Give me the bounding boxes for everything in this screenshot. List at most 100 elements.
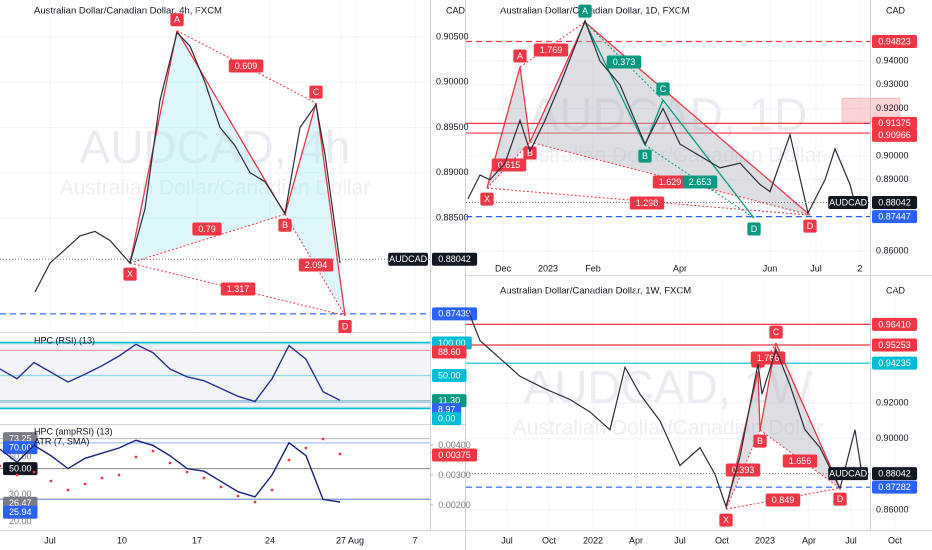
last-price-label-bg: [432, 252, 478, 266]
pattern-point-label-bg: [638, 149, 652, 163]
atr-dot: [202, 476, 206, 480]
symbol-label: AUDCAD: [829, 197, 868, 207]
price-line: [467, 310, 863, 509]
pattern-point-label-bg: [338, 320, 352, 334]
atr-dot: [83, 482, 87, 486]
pattern-point-label-bg: [523, 146, 537, 160]
price-line: [34, 31, 341, 293]
zone: [841, 97, 901, 123]
y-tick-label: 8.97: [438, 405, 456, 415]
atr-dot: [270, 488, 274, 492]
last-price-label: 0.88042: [878, 197, 911, 207]
x-tick-label: Oct: [888, 535, 903, 545]
chart-title: Australian Dollar/Canadian Dollar, 4h, F…: [34, 6, 222, 17]
x-tick-label: Oct: [542, 535, 557, 545]
pattern-leg: [757, 371, 761, 431]
level-label: 0.87282: [878, 482, 911, 492]
symbol-label: AUDCAD: [829, 468, 868, 478]
y-tick-label: 0.89000: [436, 167, 469, 177]
level-label-bg: [872, 128, 918, 142]
pattern-point-label: C: [773, 327, 780, 337]
ratio-label-bg: [298, 258, 334, 272]
indicator-line: [0, 343, 341, 403]
atr-dot: [66, 488, 70, 492]
y-tick-label: 0.86000: [876, 504, 909, 514]
atr-dot: [0, 464, 2, 468]
ratio-label: 0.615: [498, 160, 521, 170]
pattern-ratio-line: [129, 213, 286, 264]
pattern-point-label-bg: [769, 325, 783, 339]
pattern-point-label: B: [757, 436, 763, 446]
ratio-label: 0.373: [613, 57, 636, 67]
y-tick-label: 0.86000: [876, 245, 909, 255]
atr-dot: [15, 473, 19, 477]
currency: CAD: [886, 5, 906, 15]
ratio-label-bg: [220, 282, 256, 296]
level-label: 0.94823: [878, 36, 911, 46]
atr-dot: [117, 473, 121, 477]
watermark-sub: Australian Dollar/Canadian Dollar: [60, 177, 371, 200]
band-fill: [0, 343, 430, 408]
chart-title: Australian Dollar/Canadian Dollar, 1W, F…: [500, 286, 691, 297]
pattern-ratio-line: [129, 262, 346, 317]
ratio-label-bg: [765, 493, 801, 507]
y-tick-label: 11.30: [438, 396, 460, 406]
pattern-fill: [130, 30, 285, 264]
atr-dot: [338, 452, 342, 456]
y-tick-label: 0.93000: [876, 79, 909, 89]
level-label: 0.95253: [878, 340, 911, 350]
pattern-point-label-bg: [578, 4, 592, 18]
x-tick-label: Apr: [673, 263, 687, 273]
atr-dot: [49, 479, 53, 483]
y-tick-label-bg: [432, 412, 462, 426]
x-tick-label: 2022: [583, 535, 603, 545]
pattern-fill: [530, 22, 810, 216]
pattern-point-label-bg: [656, 82, 670, 96]
pattern-point-label: C: [660, 84, 667, 94]
y-tick-label-bg: [3, 462, 38, 476]
legend-entry: ATR (7, SMA): [34, 436, 89, 446]
pattern-point-label: X: [484, 194, 490, 204]
x-tick-label: 27: [336, 535, 346, 545]
y-tick-label: 26.47: [9, 498, 32, 508]
last-price-label: 0.88042: [438, 254, 471, 264]
pattern-point-label-bg: [309, 85, 323, 99]
pattern-point-label: A: [517, 51, 523, 61]
y-tick-label: 88.60: [438, 347, 461, 357]
y2-tick-label: 0.00375: [438, 450, 471, 460]
atr-dot: [151, 449, 155, 453]
ratio-label: 1.629: [659, 177, 682, 187]
ratio-label: 1.769: [540, 45, 563, 55]
pattern-point-label: D: [837, 494, 844, 504]
atr-dot: [304, 446, 308, 450]
pattern-point-label-bg: [803, 219, 817, 233]
pattern-point-label-bg: [513, 49, 527, 63]
pattern-leg: [584, 21, 646, 146]
pattern-point-label-bg: [747, 222, 761, 236]
ratio-label-bg: [682, 175, 718, 189]
x-tick-label: 24: [265, 535, 275, 545]
watermark: AUDCAD, 4h: [80, 121, 351, 173]
ratio-label-bg: [652, 175, 688, 189]
y-tick-label: 73.25: [9, 434, 32, 444]
x-tick-label: Apr: [802, 535, 816, 545]
y-tick-label: 50.00: [9, 463, 32, 473]
ratio-label: 0.849: [772, 495, 795, 505]
y-tick-label: 0.94000: [876, 55, 909, 65]
atr-dot: [32, 470, 36, 474]
pattern-leg: [176, 30, 286, 215]
y-tick-label: 0.90500: [436, 31, 469, 41]
y-tick-label: 50.00: [438, 370, 461, 380]
symbol-label-bg: [828, 196, 868, 210]
level-label-bg: [872, 480, 918, 494]
y-tick-label: 0.00: [438, 414, 456, 424]
ratio-label: 1.317: [227, 284, 250, 294]
price-line: [467, 18, 856, 215]
currency: CAD: [446, 5, 466, 15]
ratio-label: 0.393: [732, 465, 755, 475]
atr-dot: [134, 455, 138, 459]
ratio-label-bg: [750, 351, 786, 365]
pattern-point-label-bg: [753, 434, 767, 448]
y2-tick-label: 0.00200: [438, 500, 471, 510]
